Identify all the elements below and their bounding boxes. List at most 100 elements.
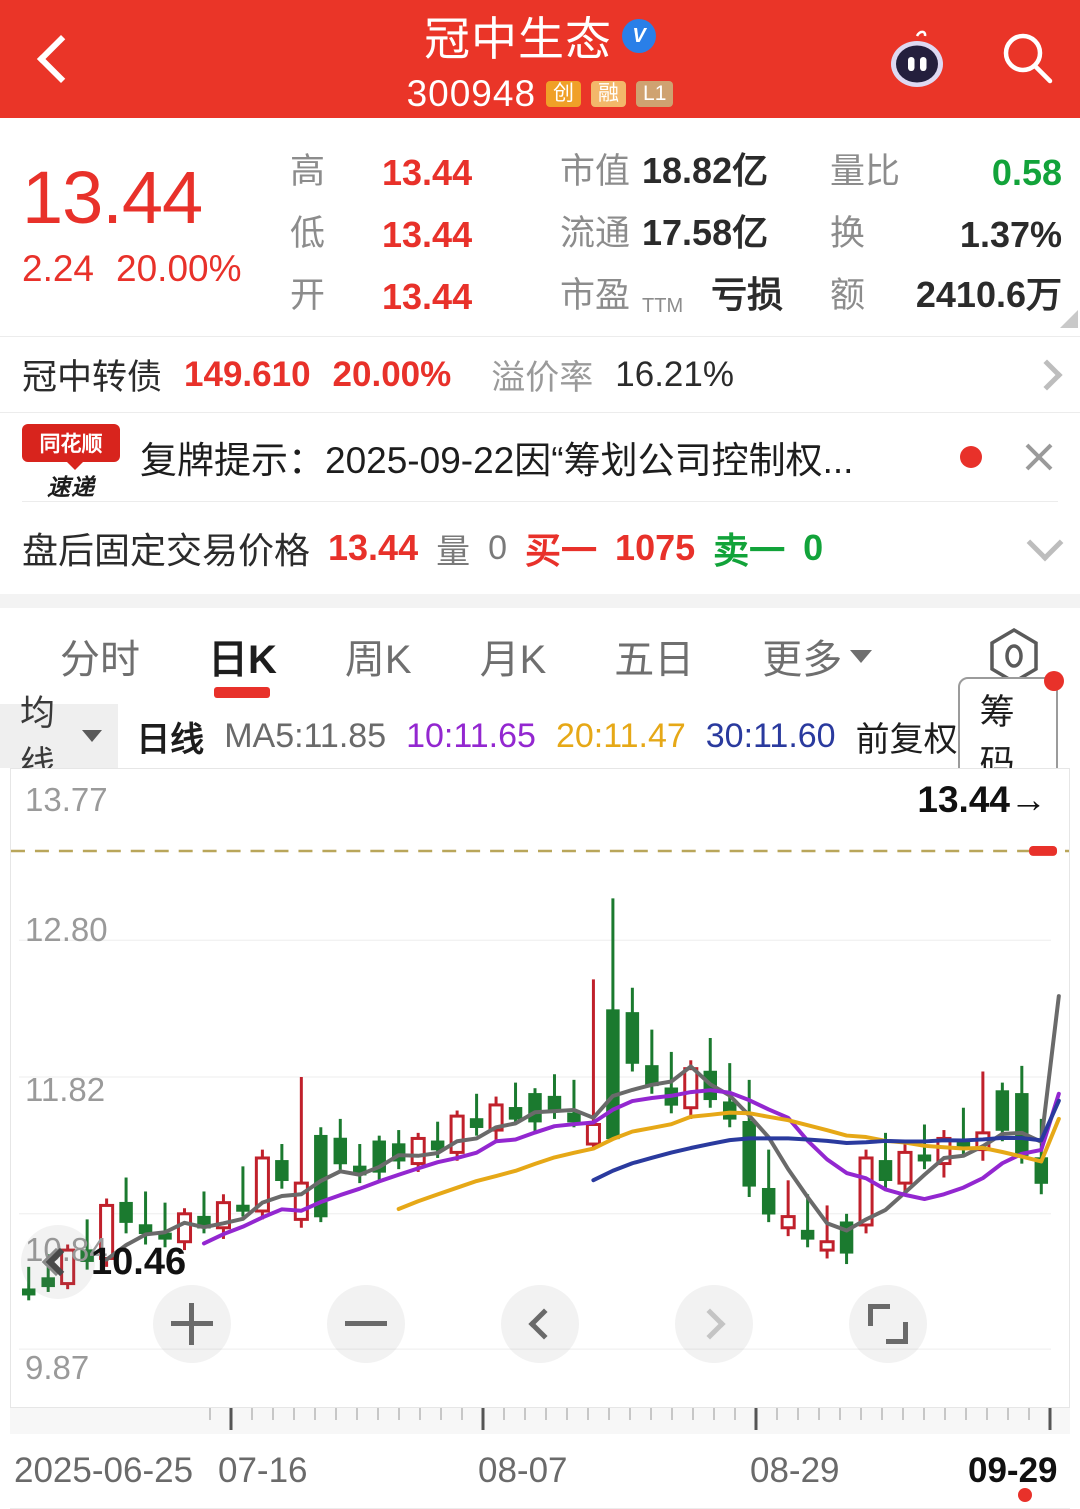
ths-logo-bottom: 速递 (47, 474, 95, 500)
label-pe: 市盈 (560, 276, 631, 315)
verified-badge-icon: V (622, 19, 656, 53)
zoom-in-button[interactable] (153, 1285, 231, 1363)
pan-back-button[interactable] (21, 1225, 95, 1299)
quote-row-high: 高 13.44 (290, 132, 560, 194)
tab-day-k[interactable]: 日K (174, 608, 311, 704)
quote-row-volratio: 量比 0.58 (830, 132, 1062, 194)
close-icon[interactable] (1020, 438, 1058, 476)
ma-period-label: 日线 (136, 720, 205, 759)
quote-panel: 13.44 2.24 20.00% 高 13.44 低 13.44 开 13.4… (0, 118, 1080, 337)
header-actions (880, 0, 1058, 118)
value-marketcap: 18.82亿 (642, 150, 769, 191)
expand-corner-icon[interactable] (1060, 310, 1078, 328)
quote-row-marketcap: 市值 18.82亿 (560, 132, 830, 194)
zoom-out-button[interactable] (327, 1285, 405, 1363)
chevron-right-icon[interactable] (1031, 358, 1063, 391)
x-tick-1: 07-16 (218, 1451, 308, 1490)
x-tick-3: 08-29 (750, 1451, 840, 1490)
chart-tabs: 分时 日K 周K 月K 五日 更多 (0, 608, 1080, 704)
x-tick-2: 08-07 (478, 1451, 568, 1490)
label-pe-sup: TTM (642, 295, 684, 317)
after-hours-volume-label: 量 (436, 532, 471, 571)
minus-icon (345, 1321, 387, 1326)
bond-price: 149.610 (184, 354, 311, 394)
ai-robot-icon[interactable] (880, 22, 954, 96)
label-float: 流通 (560, 214, 631, 253)
bid-label: 买一 (525, 530, 598, 571)
ask-label: 卖一 (713, 530, 786, 571)
quote-row-float: 流通 17.58亿 (560, 194, 830, 256)
label-turnover: 换 (830, 214, 866, 253)
bond-change-percent: 20.00% (332, 354, 452, 394)
value-volratio: 0.58 (991, 152, 1062, 193)
today-marker-icon (1018, 1488, 1032, 1502)
value-float: 17.58亿 (642, 212, 769, 253)
ma-values: 日线 MA5:11.85 10:11.65 20:11.47 30:11.60 … (118, 712, 957, 761)
tab-month-k[interactable]: 月K (446, 608, 581, 704)
convertible-bond-row[interactable]: 冠中转债 149.610 20.00% 溢价率 16.21% (0, 337, 1080, 413)
quote-row-turnover: 换 1.37% (830, 194, 1062, 256)
news-text[interactable]: 复牌提示：2025-09-22因“筹划公司控制权... (140, 440, 854, 481)
tag-chuang: 创 (546, 81, 582, 107)
scroll-left-button[interactable] (501, 1285, 579, 1363)
chevron-down-icon[interactable] (1026, 524, 1064, 562)
bond-name: 冠中转债 (22, 358, 163, 397)
news-banner[interactable]: 同花顺 速递 复牌提示：2025-09-22因“筹划公司控制权... (0, 413, 1080, 501)
tag-l1: L1 (636, 81, 674, 107)
live-dot-icon (960, 446, 982, 468)
bid-value: 1075 (615, 527, 696, 568)
x-tick-4: 09-29 (968, 1451, 1058, 1490)
bond-premium-value: 16.21% (615, 354, 734, 394)
search-icon[interactable] (998, 29, 1058, 89)
ths-logo-top: 同花顺 (22, 424, 120, 470)
quote-row-open: 开 13.44 (290, 256, 560, 318)
candlestick-chart[interactable]: 13.77 12.80 11.82 10.84 9.87 13.44→ 10.4… (10, 768, 1070, 1408)
tab-label: 日K (208, 638, 277, 682)
chart-controls (11, 1285, 1069, 1363)
last-price-marker-label: 13.44→ (917, 779, 1047, 820)
ohl-column: 高 13.44 低 13.44 开 13.44 (290, 132, 560, 318)
scroll-right-button[interactable] (675, 1285, 753, 1363)
label-volratio: 量比 (830, 152, 901, 191)
ask-value: 0 (803, 527, 824, 568)
ma20-value: 20:11.47 (555, 716, 686, 755)
fullscreen-button[interactable] (849, 1285, 927, 1363)
divider (22, 501, 1058, 502)
chevron-down-icon (850, 649, 873, 663)
chart-pan-back-control[interactable]: 10.46 (21, 1225, 186, 1299)
after-hours-volume-value: 0 (488, 528, 508, 567)
chevron-left-icon (528, 1308, 560, 1340)
last-price: 13.44 (22, 156, 203, 240)
stats-column: 量比 0.58 换 1.37% 额 2410.6万 (830, 132, 1080, 318)
value-turnover: 1.37% (959, 214, 1062, 255)
value-high: 13.44 (382, 152, 473, 193)
x-tick-0: 2025-06-25 (14, 1451, 194, 1490)
stock-code: 300948 (406, 73, 537, 114)
after-hours-label: 盘后固定交易价格 (22, 530, 311, 571)
tab-week-k[interactable]: 周K (311, 608, 446, 704)
crosshair-value: 10.46 (91, 1240, 187, 1283)
ths-express-logo: 同花顺 速递 (22, 424, 120, 500)
value-pe: 亏损 (711, 274, 784, 315)
tab-more[interactable]: 更多 (728, 608, 906, 704)
app-header: 冠中生态 V 300948 创 融 L1 (0, 0, 1080, 118)
crop-expand-icon (868, 1304, 908, 1344)
adjust-mode-label[interactable]: 前复权 (855, 720, 958, 759)
section-separator (0, 594, 1080, 608)
tab-fenshi[interactable]: 分时 (26, 608, 174, 704)
price-block: 13.44 2.24 20.00% (0, 132, 290, 318)
tab-label: 五日 (614, 638, 695, 682)
ma-selector-chip[interactable]: 均线 (0, 694, 119, 784)
tag-rong: 融 (591, 81, 627, 107)
tab-five-day[interactable]: 五日 (580, 608, 728, 704)
change-percent: 20.00% (116, 247, 242, 289)
quote-row-low: 低 13.44 (290, 194, 560, 256)
after-hours-row[interactable]: 盘后固定交易价格 13.44 量 0 买一 1075 卖一 0 (0, 502, 1080, 594)
ma5-value: MA5:11.85 (224, 716, 387, 755)
back-button[interactable] (0, 0, 110, 118)
quote-row-pe: 市盈 TTM 亏损 (560, 256, 830, 318)
ma30-value: 30:11.60 (705, 716, 836, 755)
value-amount: 2410.6万 (915, 274, 1062, 315)
stock-code-row: 300948 创 融 L1 (407, 73, 674, 115)
value-open: 13.44 (382, 276, 473, 317)
